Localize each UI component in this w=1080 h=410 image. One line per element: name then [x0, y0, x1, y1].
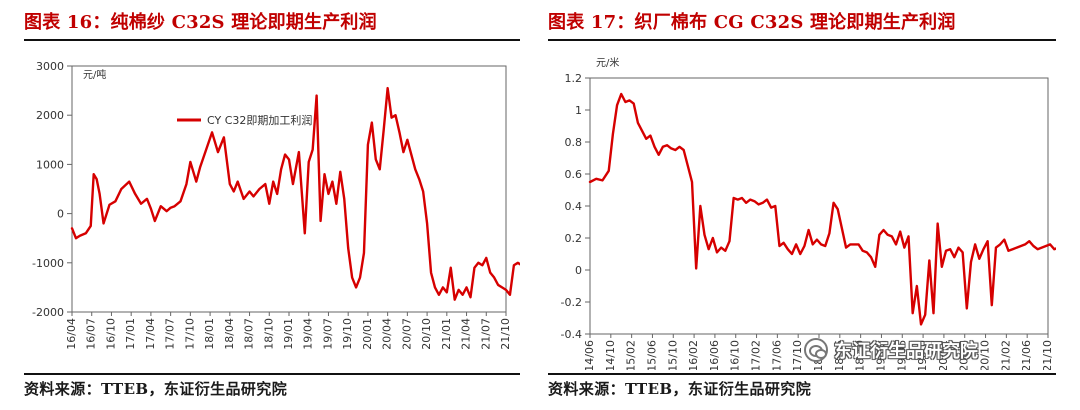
right-source-note: 资料来源：TTEB，东证衍生品研究院 [548, 380, 812, 398]
right-chart-x-tick-label-20: 21/02 [999, 340, 1012, 370]
left-top-rule [24, 39, 520, 41]
left-chart-x-tick-label-18: 20/10 [420, 318, 433, 350]
left-chart-x-tick-label-12: 19/04 [302, 318, 315, 350]
right-chart-x-tick-label-2: 15/02 [625, 340, 638, 370]
right-chart-y-tick-label-1: 1 [575, 104, 582, 117]
left-chart-x-tick-label-21: 21/07 [479, 318, 492, 350]
right-chart-y-tick-label-6: 0 [575, 264, 582, 277]
left-chart-y-tick-label-2: 1000 [36, 158, 64, 171]
left-chart-x-tick-label-7: 18/01 [203, 318, 216, 350]
left-bottom-rule [24, 373, 520, 375]
left-chart-plot-frame [71, 65, 507, 313]
left-chart-y-tick-label-4: -1000 [32, 257, 64, 270]
right-chart-x-tick-label-9: 17/06 [770, 340, 783, 370]
right-chart-y-tick-label-2: 0.8 [565, 136, 583, 149]
left-chart-x-tick-label-22: 21/10 [499, 318, 512, 350]
right-chart-unit-label: 元/米 [596, 56, 619, 69]
left-chart-x-tick-label-8: 18/04 [223, 318, 236, 350]
right-chart-x-tick-label-19: 20/10 [979, 340, 992, 370]
right-chart-x-tick-label-10: 17/10 [791, 340, 804, 370]
right-chart-y-tick-label-4: 0.4 [565, 200, 583, 213]
right-chart-panel: 图表 17：织厂棉布 CG C32S 理论即期生产利润 1.2 1 0.8 0.6 0.… [548, 0, 1056, 410]
left-chart-x-tick-label-4: 17/04 [144, 318, 157, 350]
right-chart-title: 图表 17：织厂棉布 CG C32S 理论即期生产利润 [548, 12, 956, 33]
left-chart-x-tick-label-17: 20/07 [400, 318, 413, 350]
left-chart-x-tick-label-6: 17/10 [183, 318, 196, 350]
left-chart-x-tick-label-5: 17/07 [164, 318, 177, 350]
left-chart-area: 3000 2000 1000 0 -1000 -2000 16/04 16/07 16/10 17… [24, 42, 520, 370]
left-chart-x-tick-label-9: 18/07 [243, 318, 256, 350]
right-chart-y-tick-label-3: 0.6 [565, 168, 583, 181]
left-chart-series-line [70, 86, 520, 301]
left-chart-x-tick-label-19: 21/01 [440, 318, 453, 350]
left-chart-unit-label: 元/吨 [83, 68, 106, 81]
right-chart-x-tick-label-1: 14/10 [604, 340, 617, 370]
right-chart-x-tick-label-6: 16/06 [708, 340, 721, 370]
right-chart-x-tick-label-17: 20/02 [937, 340, 950, 370]
right-chart-x-tick-label-5: 16/02 [687, 340, 700, 370]
right-chart-y-tick-label-0: 1.2 [565, 72, 583, 85]
left-chart-legend-label: CY C32即期加工利润 [207, 113, 312, 127]
right-chart-x-tick-label-0: 14/06 [583, 340, 596, 370]
left-chart-x-tick-label-3: 17/01 [124, 318, 137, 350]
right-chart-x-tick-label-21: 21/06 [1020, 340, 1033, 370]
left-chart-y-tick-label-0: 3000 [36, 60, 64, 73]
right-chart-x-tick-label-22: 21/10 [1041, 340, 1054, 370]
left-source-note: 资料来源：TTEB，东证衍生品研究院 [24, 380, 288, 398]
right-chart-x-tick-label-3: 15/06 [645, 340, 658, 370]
right-chart-y-tick-label-5: 0.2 [565, 232, 583, 245]
left-chart-y-tick-label-1: 2000 [36, 109, 64, 122]
right-chart-x-tick-label-16: 19/10 [916, 340, 929, 370]
left-chart-x-tick-label-1: 16/07 [85, 318, 98, 350]
right-chart-x-tick-label-8: 17/02 [750, 340, 763, 370]
wechat-icon [804, 338, 828, 362]
left-chart-x-tick-label-2: 16/10 [104, 318, 117, 350]
left-chart-panel: 图表 16：纯棉纱 C32S 理论即期生产利润 3000 2000 1000 0 -10… [24, 0, 520, 410]
right-chart-svg: 1.2 1 0.8 0.6 0.4 0.2 0 -0.2 -0.414/06 14/10 15/02… [561, 56, 1056, 370]
left-chart-y-tick-label-3: 0 [57, 208, 64, 221]
right-chart-x-tick-label-12: 18/06 [833, 340, 846, 370]
right-chart-x-tick-label-18: 20/06 [958, 340, 971, 370]
right-chart-x-tick-label-7: 16/10 [729, 340, 742, 370]
left-chart-x-tick-label-10: 18/10 [262, 318, 275, 350]
left-chart-x-tick-label-15: 20/01 [361, 318, 374, 350]
left-chart-x-tick-label-0: 16/04 [65, 318, 78, 350]
left-chart-x-tick-label-20: 21/04 [460, 318, 473, 350]
watermark: 东证衍生品研究院 [804, 337, 978, 363]
left-chart-x-tick-label-16: 20/04 [381, 318, 394, 350]
left-chart-title: 图表 16：纯棉纱 C32S 理论即期生产利润 [24, 12, 377, 33]
watermark-text: 东证衍生品研究院 [834, 341, 978, 362]
left-chart-x-tick-label-14: 19/10 [341, 318, 354, 350]
left-chart-x-tick-label-13: 19/07 [321, 318, 334, 350]
right-chart-y-tick-label-7: -0.2 [561, 296, 582, 309]
right-bottom-rule [548, 373, 1056, 375]
right-chart-x-tick-label-4: 15/10 [666, 340, 679, 370]
left-chart-y-tick-label-5: -2000 [32, 306, 64, 319]
right-chart-x-tick-label-13: 18/10 [854, 340, 867, 370]
right-chart-area: 1.2 1 0.8 0.6 0.4 0.2 0 -0.2 -0.4 14/06 14/10 15/02… [548, 42, 1056, 370]
right-chart-plot-frame [589, 77, 1049, 335]
right-chart-series-line [588, 92, 1056, 326]
right-chart-x-tick-label-15: 19/06 [895, 340, 908, 370]
left-chart-x-tick-label-11: 19/01 [282, 318, 295, 350]
right-chart-y-tick-label-8: -0.4 [561, 328, 582, 341]
right-chart-x-tick-label-14: 19/02 [874, 340, 887, 370]
right-top-rule [548, 39, 1056, 41]
